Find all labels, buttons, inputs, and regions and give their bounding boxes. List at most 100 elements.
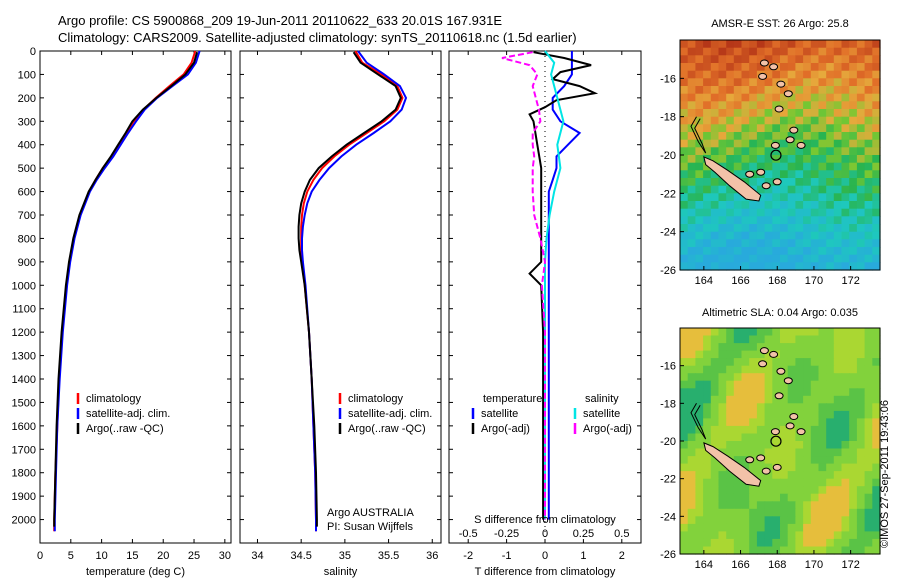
map-cell	[703, 101, 712, 110]
map-cell	[833, 463, 843, 472]
map-cell	[772, 247, 781, 256]
x-tick-label: 2	[619, 550, 625, 562]
map-cell	[741, 486, 750, 495]
map-cell	[864, 139, 873, 148]
map-cell	[856, 231, 866, 240]
map-cell	[741, 523, 750, 532]
map-cell	[841, 471, 850, 480]
x-axis-label-temperature: temperature (deg C)	[86, 566, 185, 578]
map-cell	[795, 463, 804, 472]
map-cell	[826, 262, 835, 271]
map-cell	[864, 262, 873, 271]
map-cell	[787, 546, 796, 555]
map-cell	[872, 47, 881, 56]
map-cell	[695, 486, 704, 495]
map-cell	[872, 365, 881, 374]
map-cell	[849, 441, 858, 450]
map-cell	[803, 216, 812, 225]
map-cell	[826, 538, 835, 547]
map-cell	[795, 201, 804, 210]
map-cell	[864, 516, 873, 525]
map-cell	[710, 201, 720, 210]
map-cell	[810, 463, 820, 472]
x-tick-label: -2	[463, 550, 473, 562]
map-cell	[741, 201, 750, 210]
map-cell	[872, 471, 881, 480]
map-cell	[864, 185, 873, 194]
map-cell	[687, 448, 696, 457]
map-cell	[764, 425, 773, 434]
map-cell	[864, 365, 873, 374]
map-cell	[703, 380, 712, 389]
map-cell	[710, 155, 720, 164]
map-cell	[833, 201, 843, 210]
map-cell	[872, 170, 881, 179]
map-cell	[849, 70, 858, 79]
map-cell	[803, 471, 812, 480]
map-cell	[872, 139, 881, 148]
map-cell	[710, 147, 720, 156]
map-cell	[872, 247, 881, 256]
map-cell	[718, 350, 727, 359]
map-cell	[795, 193, 804, 202]
map-cell	[687, 147, 696, 156]
map-cell	[818, 55, 827, 64]
map-cell	[803, 358, 812, 367]
map-cell	[756, 254, 766, 263]
map-cell	[756, 418, 766, 427]
map-cell	[695, 216, 704, 225]
map-cell	[695, 523, 704, 532]
map-cell	[849, 433, 858, 442]
map-cell	[733, 486, 743, 495]
map-cell	[826, 456, 835, 465]
map-cell	[749, 433, 758, 442]
map-cell	[841, 55, 850, 64]
map-cell	[710, 47, 720, 56]
map-cell	[749, 208, 758, 217]
map-cell	[733, 531, 743, 540]
map-cell	[733, 441, 743, 450]
map-cell	[810, 139, 820, 148]
map-cell	[741, 78, 750, 87]
map-cell	[810, 86, 820, 95]
map-cell	[741, 328, 750, 337]
map-cell	[695, 380, 704, 389]
map-cell	[872, 132, 881, 141]
map-cell	[849, 516, 858, 525]
map-cell	[810, 418, 820, 427]
map-cell	[718, 380, 727, 389]
new-caledonia-island	[703, 442, 762, 487]
map-cell	[780, 185, 789, 194]
map-cell	[764, 335, 773, 344]
map-cell	[687, 418, 696, 427]
map-cell	[833, 216, 843, 225]
map-cell	[780, 101, 789, 110]
map-cell	[718, 155, 727, 164]
map-cell	[695, 178, 704, 187]
map-cell	[718, 78, 727, 87]
map-x-tick-label: 172	[841, 275, 859, 287]
map-cell	[772, 508, 781, 517]
map-cell	[833, 224, 843, 233]
map-cell	[756, 448, 766, 457]
map-cell	[780, 546, 789, 555]
map-cell	[710, 178, 720, 187]
map-cell	[833, 86, 843, 95]
map-cell	[733, 418, 743, 427]
map-cell	[749, 132, 758, 141]
map-cell	[810, 93, 820, 102]
map-cell	[849, 388, 858, 397]
map-cell	[803, 410, 812, 419]
map-cell	[818, 516, 827, 525]
map-cell	[741, 343, 750, 352]
map-cell	[841, 456, 850, 465]
map-cell	[787, 70, 796, 79]
map-cell	[872, 162, 881, 171]
map-cell	[849, 456, 858, 465]
map-cell	[764, 208, 773, 217]
map-cell	[756, 124, 766, 133]
map-cell	[772, 239, 781, 248]
map-cell	[756, 201, 766, 210]
map-cell	[826, 441, 835, 450]
map-cell	[733, 239, 743, 248]
